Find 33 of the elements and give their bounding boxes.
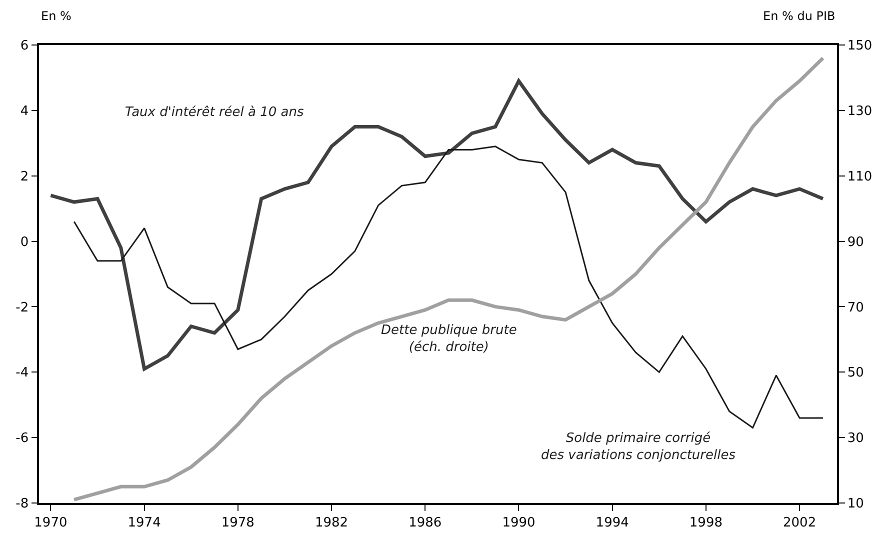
x-tick-label: 1982	[314, 515, 348, 530]
y2-tick-label: 150	[847, 38, 872, 54]
series-label: Dette publique brute (éch. droite)	[381, 323, 517, 355]
x-tick-label: 1974	[128, 515, 161, 530]
y-tick-label: 4	[20, 104, 29, 119]
x-tick-label: 1994	[596, 515, 629, 530]
y-tick-label: 0	[20, 234, 29, 250]
y-tick-label: 6	[20, 38, 29, 54]
y2-tick-label: 10	[847, 496, 864, 512]
y2-tick-label: 30	[847, 431, 864, 446]
x-tick-label: 2002	[783, 515, 816, 530]
y2-tick-label: 110	[847, 169, 872, 184]
y2-tick-label: 90	[847, 234, 864, 250]
series-label: Solde primaire corrigé des variations conjoncturelles	[541, 431, 736, 463]
y-tick-label: -2	[16, 300, 29, 316]
x-tick-label: 1978	[221, 515, 254, 530]
y-tick-label: -8	[16, 496, 29, 512]
x-tick-label: 1998	[689, 515, 722, 530]
y-tick-label: -4	[16, 366, 29, 381]
x-tick-label: 1986	[408, 515, 442, 530]
y-tick-label: -6	[16, 431, 29, 446]
y-tick-label: 2	[20, 169, 29, 184]
x-tick-label: 1990	[502, 515, 536, 530]
line-series	[72, 56, 825, 502]
line-series	[73, 146, 824, 429]
y2-axis-title: En % du PIB	[763, 9, 836, 23]
y2-tick-label: 70	[847, 300, 864, 316]
y2-tick-label: 50	[847, 366, 864, 381]
y2-tick-label: 130	[847, 104, 872, 119]
text: Taux d'intérêt réel à 10 ans	[125, 105, 304, 120]
line-series	[48, 79, 825, 371]
y-axis-title: En %	[41, 9, 72, 23]
x-tick-label: 1970	[34, 515, 68, 530]
